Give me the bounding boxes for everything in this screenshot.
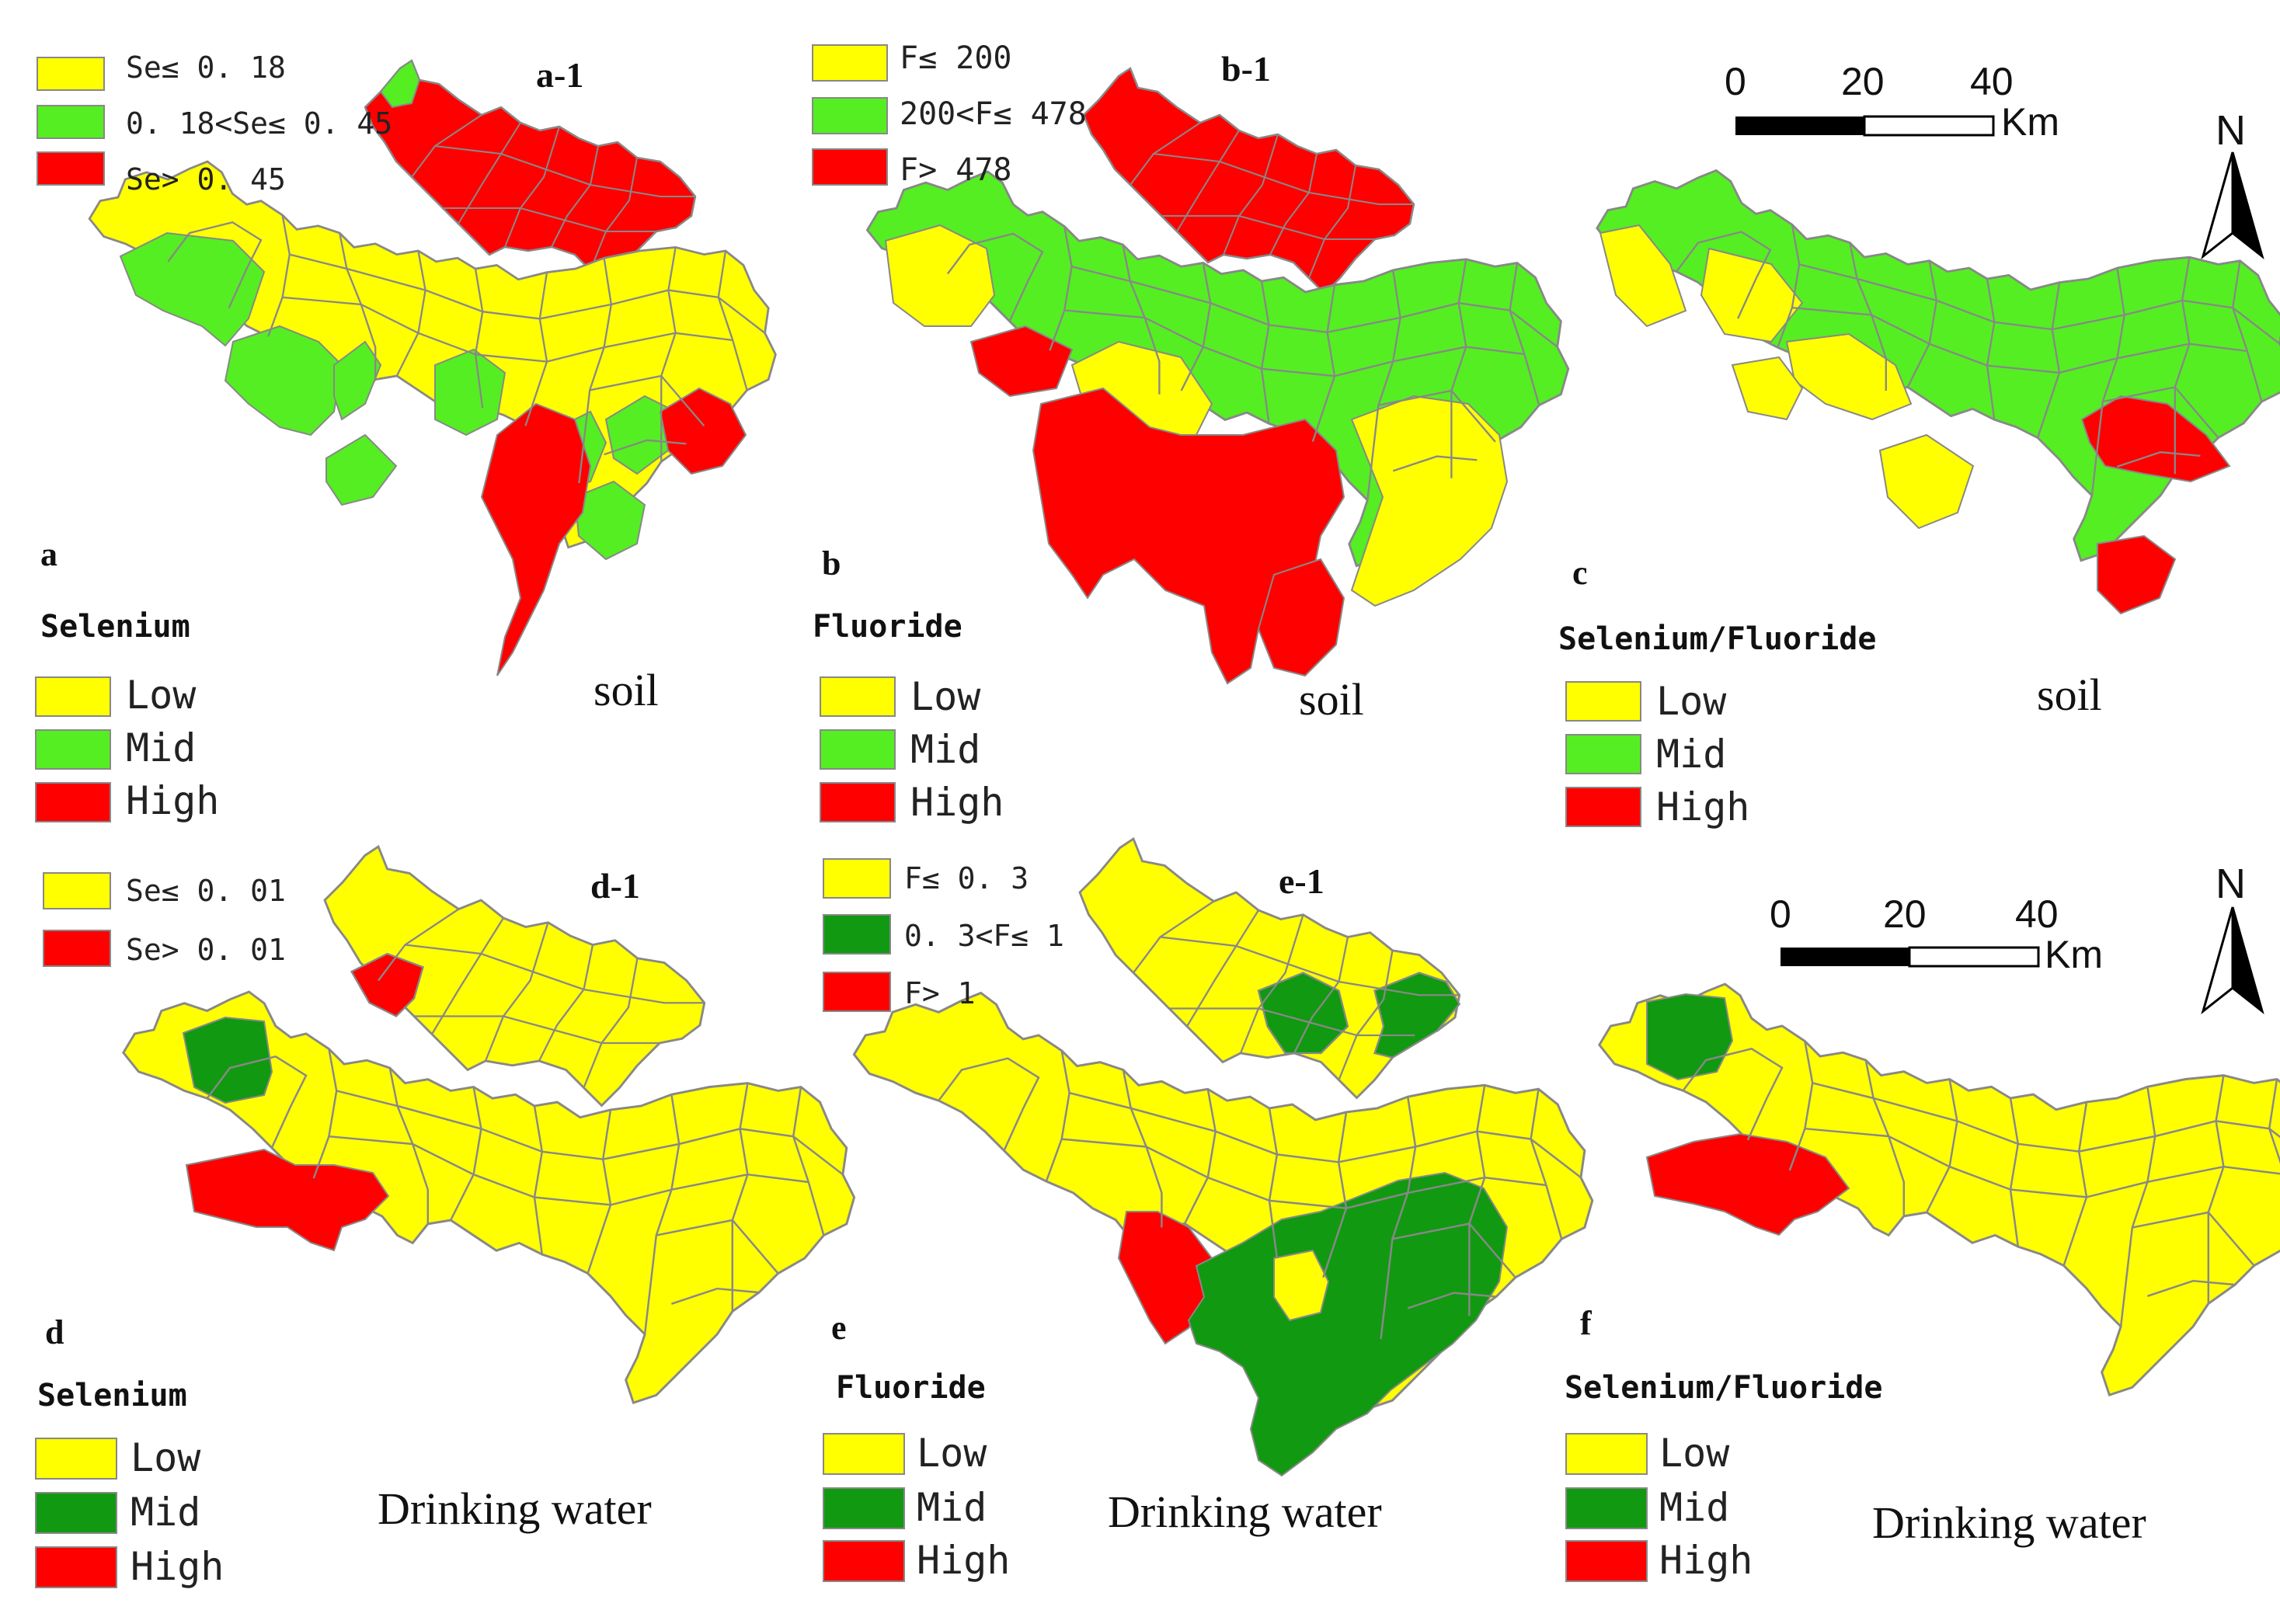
panel-d-inset-map [323,845,706,1107]
inset-legend-label: Se≤ 0. 18 [126,50,286,85]
panel-d-legend: Low Mid High [35,1435,224,1589]
inset-legend-label: 0. 18<Se≤ 0. 45 [126,106,392,141]
inset-legend-label: Se> 0. 01 [126,933,286,967]
panel-e-inset-map [1078,837,1461,1099]
scale-tick: 20 [1883,892,1927,936]
svg-text:N: N [2216,107,2246,154]
panel-a: Se≤ 0. 18 0. 18<Se≤ 0. 45 Se> 0. 45 a-1 … [35,50,777,823]
scale-tick: 40 [2015,892,2059,936]
inset-legend-label: F≤ 200 [900,40,1012,76]
medium-label: soil [2037,669,2102,720]
element-name: Fluoride [813,609,962,645]
inset-legend-label: Se≤ 0. 01 [126,874,286,908]
panel-letter: e [831,1309,847,1347]
medium-label: Drinking water [1872,1497,2146,1548]
scale-unit: Km [2045,933,2103,976]
panel-b-legend: Low Mid High [820,674,1004,825]
element-name: Selenium/Fluoride [1558,621,1876,657]
inset-legend-label: 0. 3<F≤ 1 [904,919,1064,953]
scale-tick: 40 [1970,60,2014,103]
legend-label: Mid [910,727,980,772]
north-arrow-icon: N [2201,107,2264,260]
medium-label: soil [593,665,659,715]
legend-label: Mid [1656,732,1726,777]
panel-e: F≤ 0. 3 0. 3<F≤ 1 F> 1 e-1 e Fluoride Dr… [823,837,1594,1583]
panel-c-legend: Low Mid High [1565,679,1749,829]
panel-letter: a [40,535,57,573]
inset-panel-label: a-1 [536,55,583,95]
element-name: Fluoride [836,1370,986,1406]
svg-text:N: N [2216,861,2246,907]
inset-legend-label: F> 478 [900,152,1012,188]
inset-panel-label: b-1 [1221,49,1271,89]
panel-c: c Selenium/Fluoride soil Low Mid High [1558,169,2280,829]
element-name: Selenium [40,609,190,645]
legend-label: High [1656,784,1749,829]
legend-label: Mid [1659,1485,1729,1530]
legend-label: High [1659,1538,1753,1583]
scale-bar-bottom: 0 20 40 Km [1770,892,2103,976]
legend-label: Low [126,673,197,718]
panel-e-inset-legend: F≤ 0. 3 0. 3<F≤ 1 F> 1 [823,858,1064,1012]
panel-a-inset-legend: Se≤ 0. 18 0. 18<Se≤ 0. 45 Se> 0. 45 [37,50,392,196]
legend-label: Mid [917,1485,987,1530]
scale-unit: Km [2001,100,2059,144]
legend-label: High [910,780,1004,825]
panel-a-legend: Low Mid High [35,673,219,823]
legend-label: Low [1656,679,1727,724]
inset-legend-label: F≤ 0. 3 [904,861,1029,895]
legend-label: Mid [126,725,196,770]
legend-label: Low [131,1435,201,1480]
panel-f-main-map [1598,982,2280,1396]
panel-d: Se≤ 0. 01 Se> 0. 01 d-1 d Selenium Drink… [35,845,856,1589]
panel-e-main-map [852,992,1594,1477]
medium-label: soil [1299,674,1364,725]
panel-a-main-map [88,160,777,676]
scale-bar-top: 0 20 40 Km [1725,60,2059,144]
element-name: Selenium/Fluoride [1565,1370,1882,1406]
legend-label: Low [1659,1431,1730,1476]
inset-legend-label: Se> 0. 45 [126,162,286,196]
medium-label: Drinking water [378,1483,652,1534]
panel-d-main-map [122,990,856,1404]
panel-a-inset-map [364,59,697,287]
legend-label: Low [917,1431,987,1476]
scale-tick: 0 [1770,892,1791,936]
panel-f: f Selenium/Fluoride Drinking water Low M… [1565,982,2280,1583]
scale-tick: 0 [1725,60,1746,103]
panel-e-legend: Low Mid High [823,1431,1010,1583]
legend-label: High [917,1538,1010,1583]
legend-label: Mid [131,1490,200,1535]
scale-tick: 20 [1841,60,1885,103]
panel-letter: c [1572,554,1588,592]
panel-f-legend: Low Mid High [1565,1431,1753,1583]
north-arrow-icon: N [2201,861,2264,1015]
inset-legend-label: 200<F≤ 478 [900,96,1087,132]
legend-label: High [126,778,219,823]
panel-d-inset-legend: Se≤ 0. 01 Se> 0. 01 [43,872,286,967]
inset-legend-label: F> 1 [904,976,976,1010]
panel-letter: b [822,544,841,582]
element-name: Selenium [37,1378,187,1414]
legend-label: Low [910,674,981,719]
panel-letter: d [45,1313,64,1351]
inset-panel-label: d-1 [590,866,640,906]
panel-b-inset-legend: F≤ 200 200<F≤ 478 F> 478 [812,40,1087,188]
inset-panel-label: e-1 [1279,861,1324,901]
panel-c-main-map [1596,169,2280,615]
panel-b: F≤ 200 200<F≤ 478 F> 478 b-1 b Fluoride … [812,40,1570,825]
panel-b-main-map [865,170,1570,685]
medium-label: Drinking water [1108,1487,1382,1537]
legend-label: High [131,1544,224,1589]
panel-letter: f [1580,1304,1593,1342]
